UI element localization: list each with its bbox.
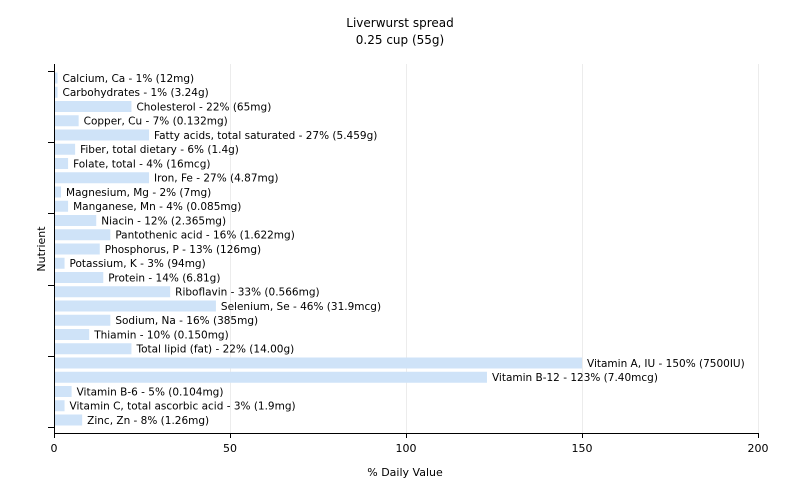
bar-label: Riboflavin - 33% (0.566mg)	[175, 287, 319, 299]
bar-label: Fatty acids, total saturated - 27% (5.45…	[154, 130, 377, 142]
bar	[55, 414, 83, 426]
bar	[55, 158, 69, 169]
bar-label: Vitamin A, IU - 150% (7500IU)	[587, 358, 745, 370]
bar	[55, 86, 58, 98]
bar-label: Sodium, Na - 16% (385mg)	[115, 315, 258, 327]
bar	[55, 343, 132, 355]
bar	[55, 143, 76, 155]
bar-label: Phosphorus, P - 13% (126mg)	[105, 244, 261, 256]
y-axis-title: Nutrient	[35, 226, 48, 272]
x-axis-title: % Daily Value	[367, 466, 443, 479]
bar-label: Folate, total - 4% (16mcg)	[73, 158, 210, 170]
bar	[55, 172, 150, 184]
bar	[55, 400, 65, 412]
chart-title: Liverwurst spread	[346, 16, 453, 30]
x-tick-label: 0	[51, 442, 58, 455]
axes-layer: 0 50 100 150 200	[48, 64, 769, 455]
bar	[55, 371, 487, 383]
bar-label: Vitamin B-12 - 123% (7.40mcg)	[492, 372, 658, 384]
bar	[55, 186, 62, 198]
bar	[55, 386, 72, 397]
bar	[55, 200, 69, 212]
bar-label: Potassium, K - 3% (94mg)	[70, 258, 206, 270]
x-tick-label: 50	[223, 442, 237, 455]
bar	[55, 72, 58, 84]
x-tick-label: 150	[572, 442, 593, 455]
bar-labels-layer: Calcium, Ca - 1% (12mg) Carbohydrates - 1…	[63, 73, 745, 427]
x-tick-label: 100	[396, 442, 417, 455]
bar-label: Cholesterol - 22% (65mg)	[136, 101, 271, 113]
bar	[55, 229, 111, 241]
bar	[55, 272, 104, 283]
bar	[55, 115, 79, 127]
bar-label: Pantothenic acid - 16% (1.622mg)	[115, 230, 294, 242]
bar	[55, 314, 111, 326]
bar-label: Selenium, Se - 46% (31.9mcg)	[221, 301, 381, 313]
bar-label: Zinc, Zn - 8% (1.26mg)	[87, 415, 209, 427]
bar	[55, 243, 100, 255]
bar-label: Niacin - 12% (2.365mg)	[101, 215, 226, 227]
bar-label: Total lipid (fat) - 22% (14.00g)	[135, 344, 294, 356]
bar	[55, 101, 132, 112]
bar	[55, 257, 65, 269]
bars-layer	[55, 72, 582, 426]
bar-label: Protein - 14% (6.81g)	[108, 272, 220, 284]
bar-label: Vitamin B-6 - 5% (0.104mg)	[77, 386, 224, 398]
x-tick-label: 200	[748, 442, 769, 455]
bar-label: Carbohydrates - 1% (3.24g)	[63, 87, 209, 99]
bar-label: Calcium, Ca - 1% (12mg)	[63, 73, 195, 85]
bar-label: Manganese, Mn - 4% (0.085mg)	[73, 201, 241, 213]
grid-layer	[230, 64, 759, 433]
bar-label: Vitamin C, total ascorbic acid - 3% (1.9…	[70, 401, 296, 413]
bar	[55, 215, 97, 226]
bar-label: Magnesium, Mg - 2% (7mg)	[66, 187, 211, 199]
bar-label: Thiamin - 10% (0.150mg)	[93, 329, 229, 341]
bar	[55, 357, 582, 369]
bar	[55, 329, 90, 340]
bar	[55, 286, 171, 298]
bar	[55, 300, 216, 312]
chart-subtitle: 0.25 cup (55g)	[356, 33, 444, 47]
bar-label: Iron, Fe - 27% (4.87mg)	[154, 173, 278, 185]
bar-label: Fiber, total dietary - 6% (1.4g)	[80, 144, 239, 156]
bar	[55, 129, 150, 141]
bar-label: Copper, Cu - 7% (0.132mg)	[84, 116, 228, 128]
